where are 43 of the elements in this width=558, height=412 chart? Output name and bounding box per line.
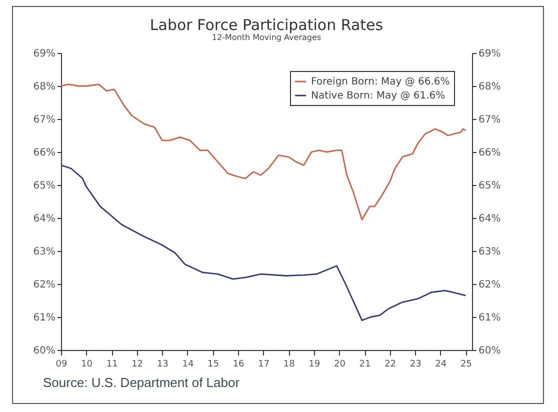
x-tick-label: 12 (132, 360, 144, 370)
x-tick-label: 13 (156, 360, 168, 370)
chart-title: Labor Force Participation Rates (150, 16, 384, 34)
x-tick-label: 25 (460, 360, 472, 370)
y-tick-label: 67% (33, 114, 56, 126)
y-tick-label: 64% (33, 214, 56, 224)
y-tick-label: 65% (33, 180, 56, 192)
y-tick-label: 61% (33, 312, 56, 324)
x-tick-label: 17 (258, 360, 270, 370)
y2-tick-label: 64% (478, 214, 501, 224)
chart-subtitle: 12-Month Moving Averages (212, 33, 322, 42)
legend-label: Foreign Born: May @ 66.6% (311, 76, 450, 88)
x-tick-label: 15 (208, 360, 219, 370)
y2-tick-label: 65% (478, 180, 501, 192)
y-tick-label: 60% (33, 346, 56, 356)
y2-tick-label: 68% (478, 82, 501, 92)
y-tick-label: 68% (33, 82, 56, 92)
source-note: Source: U.S. Department of Labor (43, 375, 240, 390)
x-tick-label: 22 (384, 360, 396, 370)
x-tick-label: 10 (81, 360, 93, 370)
legend-label: Native Born: May @ 61.6% (311, 90, 446, 102)
line-series (61, 164, 466, 321)
x-tick-label: 11 (106, 360, 118, 370)
x-tick-label: 20 (334, 360, 346, 370)
y2-tick-label: 67% (478, 114, 501, 126)
y2-tick-label: 62% (478, 280, 501, 290)
y-tick-label: 62% (33, 280, 56, 290)
y2-tick-label: 63% (478, 246, 501, 258)
x-tick-label: 09 (56, 360, 68, 370)
y-tick-label: 63% (33, 246, 56, 258)
x-tick-label: 21 (359, 360, 371, 370)
y-tick-label: 69% (33, 48, 56, 60)
x-tick-label: 23 (410, 360, 422, 370)
y2-tick-label: 60% (478, 346, 501, 356)
x-tick-label: 18 (283, 360, 296, 370)
y2-tick-label: 61% (478, 312, 501, 324)
x-tick-label: 19 (308, 360, 320, 370)
y-tick-label: 66% (33, 148, 56, 158)
y2-tick-label: 66% (478, 148, 501, 158)
x-tick-label: 16 (232, 360, 245, 370)
x-tick-label: 24 (435, 360, 447, 370)
y2-tick-label: 69% (478, 48, 501, 60)
x-tick-label: 14 (182, 360, 194, 370)
